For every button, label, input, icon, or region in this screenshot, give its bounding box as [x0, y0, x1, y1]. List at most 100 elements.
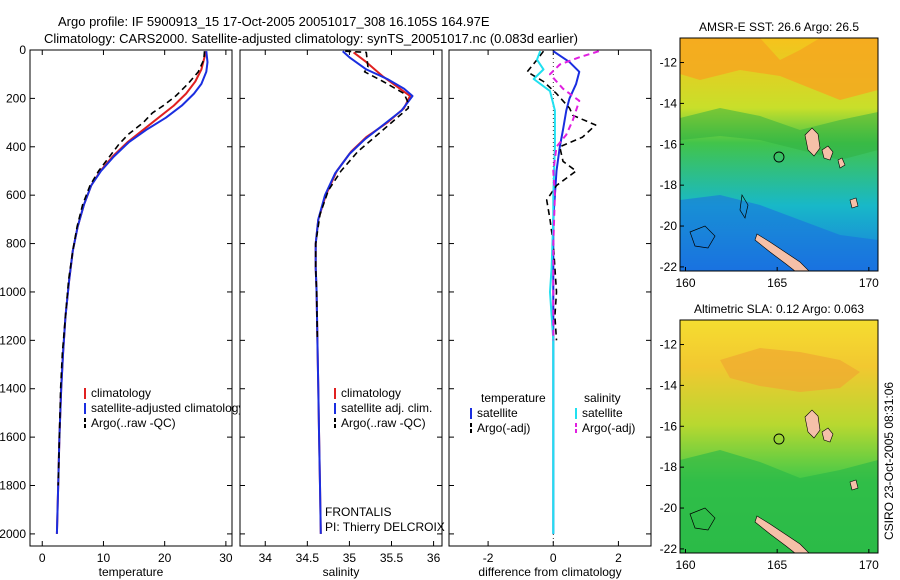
sst-map-title: AMSR-E SST: 26.6 Argo: 26.5: [699, 20, 859, 34]
salinity-series-argo: [314, 50, 410, 341]
difference-legend-label: satellite: [582, 406, 623, 420]
sla-island-malakula: [821, 427, 834, 443]
sst-reef-outline: [739, 193, 749, 219]
temperature-ytick-label: 1600: [0, 430, 26, 444]
sla-axis-ticks: 160 165 170 -12 -14 -16 -18 -20 -22: [660, 338, 880, 572]
temperature-legend-label: climatology: [91, 386, 151, 400]
temperature-ytick-label: 400: [6, 140, 26, 154]
salinity-legend-label: satellite adj. clim.: [341, 401, 432, 415]
temperature-xtick-label: 0: [39, 551, 46, 565]
sst_map-ytick-label: -14: [660, 96, 678, 110]
sst_map-ytick-label: -22: [660, 260, 678, 274]
sst-island-espiritu: [804, 127, 821, 157]
temperature-ytick-label: 1400: [0, 382, 26, 396]
sla-island-south: [849, 479, 859, 491]
salinity-xtick-label: 36: [427, 551, 441, 565]
difference-series-temperature-satellite: [552, 50, 581, 534]
difference-legend-label: Argo(-adj): [582, 421, 635, 435]
temperature-plot-frame: [29, 49, 233, 547]
temperature-series-argo: [57, 51, 206, 486]
salinity-xtick-label: 34.5: [296, 551, 320, 565]
sst-reef-outline2: [689, 225, 716, 249]
temperature-legend-label: Argo(..raw -QC): [91, 416, 176, 430]
sst-new-caledonia: [754, 233, 810, 271]
sla-high-region: [720, 348, 860, 392]
sla-map-panel: Altimetric SLA: 0.12 Argo: 0.063 160 165 1…: [660, 302, 880, 572]
sst-island-efate: [837, 157, 846, 169]
sla_map-ytick-label: -22: [660, 542, 678, 556]
salinity-legend-label: Argo(..raw -QC): [341, 416, 426, 430]
temperature-series-satellite: [55, 51, 209, 534]
sla_map-xtick-label: 170: [859, 558, 879, 572]
temperature-xlabel: temperature: [99, 565, 164, 579]
sla_map-ytick-label: -16: [660, 419, 678, 433]
difference-series-salinity-satellite: [532, 50, 556, 534]
salinity-series-satellite: [314, 50, 414, 534]
salinity-pi-annotation: PI: Thierry DELCROIX: [325, 520, 445, 534]
salinity-xtick-label: 35.5: [380, 551, 404, 565]
difference-legend-label: satellite: [477, 406, 518, 420]
figure-title-line2: Climatology: CARS2000. Satellite-adjuste…: [44, 31, 578, 46]
salinity-xtick-label: 34: [259, 551, 273, 565]
sla_map-ytick-label: -14: [660, 378, 678, 392]
sst-warm-region: [680, 38, 878, 100]
sla_map-ytick-label: -12: [660, 338, 678, 352]
sst-map-panel: AMSR-E SST: 26.6 Argo: 26.5 160 165 170 -12…: [660, 20, 880, 290]
salinity-profile-panel: 34 34.5 35 35.5 36 salinity climatologysatelli…: [239, 49, 445, 579]
difference-series-salinity-argo: [549, 50, 600, 341]
sst_map-ytick-label: -20: [660, 219, 678, 233]
temperature-ytick-label: 800: [6, 237, 26, 251]
sla-new-caledonia: [754, 515, 810, 553]
sla_map-xtick-label: 160: [675, 558, 695, 572]
salinity-pi-annotation: FRONTALIS: [325, 505, 391, 519]
temperature-xtick-label: 30: [219, 551, 233, 565]
sst_map-ytick-label: -12: [660, 56, 678, 70]
temperature-ytick-label: 600: [6, 188, 26, 202]
temperature-ytick-label: 1000: [0, 285, 26, 299]
sla_map-ytick-label: -18: [660, 460, 678, 474]
difference-legend-label: salinity: [584, 391, 621, 405]
sla_map-ytick-label: -20: [660, 501, 678, 515]
temperature-ytick-label: 2000: [0, 527, 26, 541]
temperature-ytick-label: 1200: [0, 333, 26, 347]
salinity-xlabel: salinity: [323, 565, 360, 579]
sst_map-ytick-label: -18: [660, 178, 678, 192]
sla-reef-outline: [689, 507, 716, 531]
figure-title-line1: Argo profile: IF 5900913_15 17-Oct-2005 …: [58, 14, 490, 29]
sst_map-ytick-label: -16: [660, 137, 678, 151]
sst-axis-ticks: 160 165 170 -12 -14 -16 -18 -20 -22: [660, 56, 880, 290]
difference-legend-label: Argo(-adj): [477, 421, 530, 435]
difference-xtick-label: -2: [483, 551, 494, 565]
sst_map-xtick-label: 165: [767, 276, 787, 290]
sst_map-xtick-label: 160: [675, 276, 695, 290]
sla_map-xtick-label: 165: [767, 558, 787, 572]
sst-island-malakula: [821, 145, 834, 161]
temperature-ytick-label: 1800: [0, 479, 26, 493]
sst-cool-region: [680, 195, 878, 271]
salinity-plot-frame: [239, 49, 443, 547]
sla-map-frame: [679, 319, 879, 554]
temperature-ytick-label: 0: [19, 43, 26, 57]
sla-argo-marker: [773, 433, 785, 445]
sla-low-region: [680, 450, 878, 553]
temperature-legend-label: satellite-adjusted climatology: [91, 401, 244, 415]
temperature-profile-panel: 0 10 20 30 temperature 0 200 400 600 800 1000 1200 1…: [0, 43, 244, 579]
temperature-xtick-label: 10: [97, 551, 111, 565]
sla-map-title: Altimetric SLA: 0.12 Argo: 0.063: [694, 302, 864, 316]
timestamp-footer: CSIRO 23-Oct-2005 08:31:06: [882, 382, 896, 540]
difference-legend-label: temperature: [481, 391, 546, 405]
difference-xtick-label: 0: [550, 551, 557, 565]
sst-map-frame: [679, 37, 879, 272]
difference-legend: temperaturesatelliteArgo(-adj)salinitysa…: [470, 391, 635, 435]
sst_map-xtick-label: 170: [859, 276, 879, 290]
sst-argo-marker: [773, 151, 785, 163]
temperature-ytick-label: 200: [6, 91, 26, 105]
temperature-xtick-label: 20: [158, 551, 172, 565]
difference-xtick-label: 2: [615, 551, 622, 565]
sla-island-espiritu: [804, 409, 821, 439]
salinity-legend-label: climatology: [341, 386, 401, 400]
